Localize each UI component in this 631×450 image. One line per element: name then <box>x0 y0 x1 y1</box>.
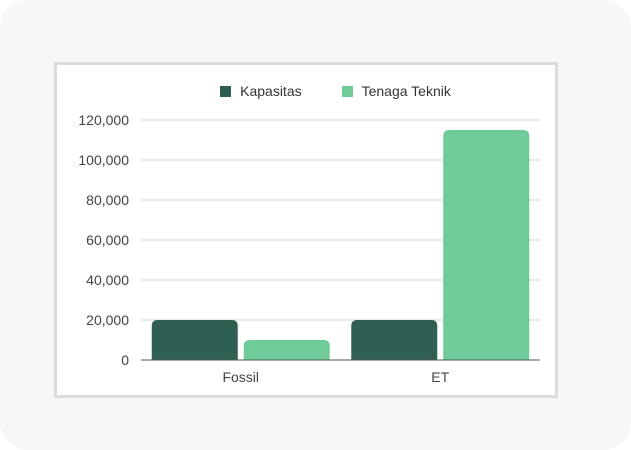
legend-swatch-tenaga-teknik <box>341 85 353 97</box>
y-tick-label: 60,000 <box>86 232 129 248</box>
y-tick-label: 20,000 <box>86 312 129 328</box>
bar-tenaga-teknik-et[interactable] <box>443 130 530 360</box>
legend-item-kapasitas[interactable]: Kapasitas <box>220 83 302 99</box>
y-tick-label: 80,000 <box>86 192 129 208</box>
legend-item-tenaga-teknik[interactable]: Tenaga Teknik <box>341 83 451 99</box>
chart-legend: Kapasitas Tenaga Teknik <box>0 83 631 99</box>
x-tick-label: Fossil <box>222 369 259 385</box>
y-tick-label: 100,000 <box>78 152 129 168</box>
y-tick-label: 120,000 <box>78 112 129 128</box>
bar-kapasitas-et[interactable] <box>351 320 438 360</box>
bar-kapasitas-fossil[interactable] <box>151 320 238 360</box>
legend-swatch-kapasitas <box>220 85 232 97</box>
bar-tenaga-teknik-fossil[interactable] <box>243 340 330 360</box>
y-tick-label: 40,000 <box>86 272 129 288</box>
y-tick-label: 0 <box>121 352 129 368</box>
legend-label-kapasitas: Kapasitas <box>240 83 302 99</box>
legend-label-tenaga-teknik: Tenaga Teknik <box>361 83 451 99</box>
x-tick-label: ET <box>431 369 449 385</box>
